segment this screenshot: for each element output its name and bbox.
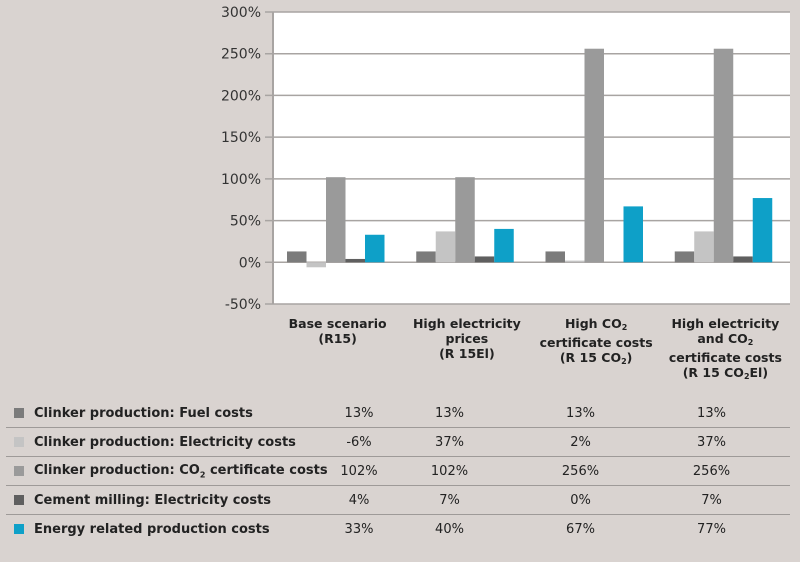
series-label: Clinker production: Electricity costs: [34, 434, 296, 450]
bar: [565, 260, 585, 263]
table-cell: 37%: [435, 434, 464, 450]
table-cell: 40%: [435, 521, 464, 537]
y-tick-label: 200%: [221, 88, 261, 104]
data-table: Clinker production: Fuel costs 13% 13% 13% 1…: [6, 399, 790, 543]
table-cell: 4%: [348, 492, 370, 508]
series-label: Energy related production costs: [34, 521, 270, 537]
bar: [455, 177, 475, 263]
bar: [674, 251, 695, 263]
table-cell: 2%: [570, 434, 591, 450]
y-tick-label: 250%: [221, 47, 261, 63]
table-cell: 0%: [570, 492, 591, 508]
x-category-label: High CO2 certificate costs (R 15 CO2): [539, 316, 653, 366]
y-tick-label: 300%: [221, 5, 261, 21]
bar: [326, 177, 346, 263]
y-tick-label: 150%: [221, 130, 261, 146]
bar: [584, 48, 604, 263]
bar: [306, 262, 326, 268]
table-cell: 67%: [566, 521, 595, 537]
bar: [435, 231, 456, 263]
bar: [494, 228, 514, 263]
series-label: Cement milling: Electricity costs: [34, 492, 272, 508]
legend-swatch: [14, 524, 24, 534]
bar: [345, 258, 365, 263]
bar: [365, 234, 385, 263]
bar: [733, 256, 753, 263]
y-tick-label: 50%: [230, 214, 261, 230]
bar: [623, 206, 643, 263]
table-row: Cement milling: Electricity costs 4% 7% 0% 7…: [6, 486, 790, 515]
table-cell: 13%: [435, 405, 464, 421]
legend-swatch: [14, 408, 24, 418]
legend-swatch: [14, 437, 24, 447]
table-row: Energy related production costs 33% 40% 67%…: [6, 515, 790, 543]
x-category-label: High electricity and CO2 certificate costs…: [668, 316, 782, 381]
table-cell: 13%: [697, 405, 726, 421]
y-tick-label: -50%: [225, 297, 261, 313]
table-cell: -6%: [346, 434, 372, 450]
bar: [287, 251, 307, 263]
x-category-label: Base scenario (R15): [288, 316, 387, 346]
y-tick-label: 0%: [239, 255, 261, 271]
legend-swatch: [14, 466, 24, 476]
table-cell: 102%: [430, 463, 469, 479]
table-cell: 33%: [344, 521, 374, 537]
table-cell: 7%: [439, 492, 460, 508]
table-cell: 256%: [561, 463, 600, 479]
table-cell: 13%: [566, 405, 595, 421]
table-row: Clinker production: Fuel costs 13% 13% 13% 1…: [6, 399, 790, 428]
legend-swatch: [14, 495, 24, 505]
table-row: Clinker production: Electricity costs -6%…: [6, 428, 790, 457]
bar: [713, 48, 734, 263]
table-row: Clinker production: CO2 certificate cost…: [6, 457, 790, 486]
table-cell: 7%: [701, 492, 722, 508]
table-cell: 102%: [340, 463, 378, 479]
y-tick-label: 100%: [221, 172, 261, 188]
bar: [474, 256, 495, 263]
x-category-label: High electricity prices (R 15El): [412, 316, 521, 361]
bar: [545, 251, 565, 263]
table-cell: 13%: [344, 405, 374, 421]
bar: [752, 198, 773, 263]
chart: 300% 250% 200% 150% 100% 50% 0% -50%: [221, 5, 790, 313]
series-label: Clinker production: CO2 certificate cost…: [34, 462, 328, 480]
table-cell: 37%: [697, 434, 726, 450]
bar: [694, 231, 714, 263]
table-cell: 256%: [692, 463, 731, 479]
table-cell: 77%: [697, 521, 726, 537]
series-label: Clinker production: Fuel costs: [34, 405, 253, 421]
bar: [416, 251, 436, 263]
